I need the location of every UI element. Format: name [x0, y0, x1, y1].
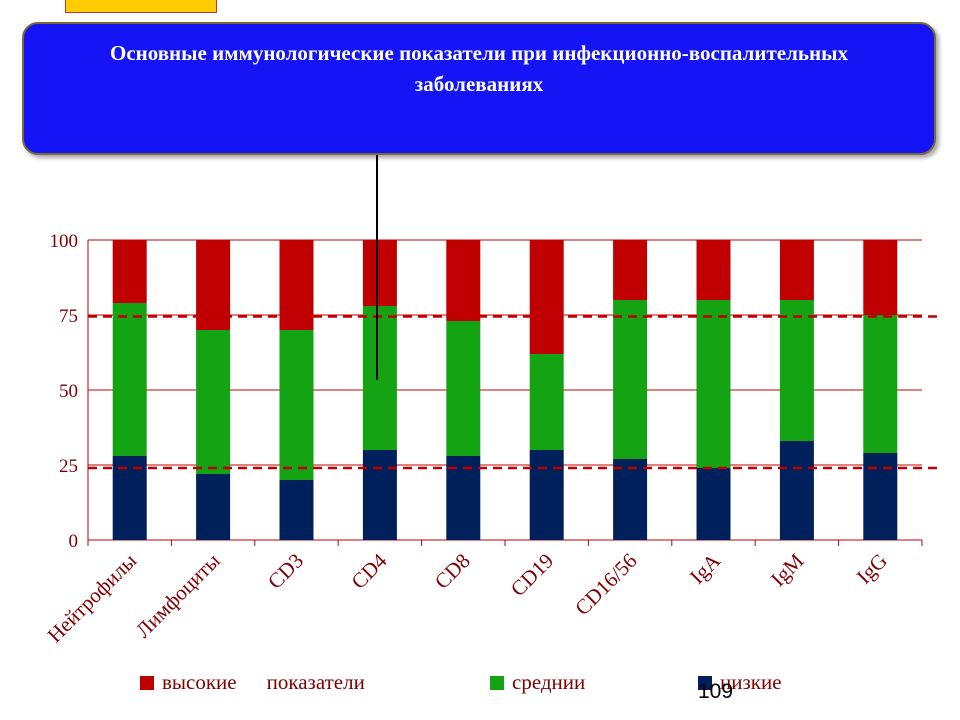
bar-high-4: [446, 240, 481, 321]
legend-swatch-high: [140, 675, 154, 690]
page-number: 109: [698, 680, 734, 703]
x-tick-label-6: CD16/56: [570, 549, 641, 620]
x-tick-label-1: Лимфоциты: [131, 549, 225, 643]
bar-medium-6: [613, 300, 648, 459]
legend-swatch-low: [698, 675, 712, 690]
x-tick-label-4: CD8: [430, 549, 475, 594]
legend-swatch-medium: [490, 675, 504, 690]
legend: высокие показатели среднии низкие: [0, 670, 960, 700]
bar-medium-4: [446, 321, 481, 456]
x-tick-label-9: IgG: [852, 549, 892, 589]
legend-label-high: высокие: [162, 670, 237, 694]
x-tick-label-7: IgA: [685, 548, 726, 589]
bar-low-8: [779, 441, 814, 540]
bar-low-3: [362, 450, 397, 540]
bar-medium-8: [779, 300, 814, 441]
bar-high-6: [613, 240, 648, 300]
x-tick-label-2: CD3: [263, 549, 308, 594]
bar-low-7: [696, 468, 731, 540]
x-tick-label-0: Нейтрофилы: [43, 549, 142, 648]
bar-high-9: [863, 240, 898, 315]
y-tick-label-25: 25: [59, 456, 78, 477]
bar-medium-7: [696, 300, 731, 468]
bar-low-5: [529, 450, 564, 540]
bar-medium-2: [279, 330, 314, 480]
bar-low-4: [446, 456, 481, 540]
legend-label-medium: среднии: [512, 670, 586, 694]
x-tick-label-8: IgM: [766, 548, 809, 591]
bar-high-8: [779, 240, 814, 300]
y-tick-label-100: 100: [50, 231, 79, 252]
bar-medium-5: [529, 354, 564, 450]
legend-item-high: высокие показатели: [140, 670, 365, 695]
top-tab-decoration: [65, 0, 217, 13]
bar-low-9: [863, 453, 898, 540]
bar-low-6: [613, 459, 648, 540]
bar-high-5: [529, 240, 564, 354]
legend-label-low: низкие: [720, 670, 782, 694]
title-box: Основные иммунологические показатели при…: [22, 22, 936, 155]
y-tick-label-50: 50: [59, 381, 78, 402]
bar-medium-0: [112, 303, 147, 456]
bar-high-7: [696, 240, 731, 300]
x-tick-label-5: CD19: [506, 549, 558, 601]
slide-title: Основные иммунологические показатели при…: [109, 41, 848, 96]
x-tick-label-3: CD4: [346, 548, 391, 593]
bar-high-0: [112, 240, 147, 303]
bar-high-2: [279, 240, 314, 330]
bar-low-1: [196, 474, 231, 540]
legend-item-low: низкие: [698, 670, 782, 695]
bar-low-2: [279, 480, 314, 540]
legend-label-high-2: показатели: [266, 670, 365, 694]
y-tick-label-75: 75: [59, 306, 78, 327]
bar-low-0: [112, 456, 147, 540]
pointer-line: [376, 155, 378, 380]
bar-medium-1: [196, 330, 231, 474]
y-tick-label-0: 0: [69, 531, 79, 552]
bar-high-3: [362, 240, 397, 306]
bar-medium-3: [362, 306, 397, 450]
bar-high-1: [196, 240, 231, 330]
bar-medium-9: [863, 315, 898, 453]
legend-item-medium: среднии: [490, 670, 585, 695]
